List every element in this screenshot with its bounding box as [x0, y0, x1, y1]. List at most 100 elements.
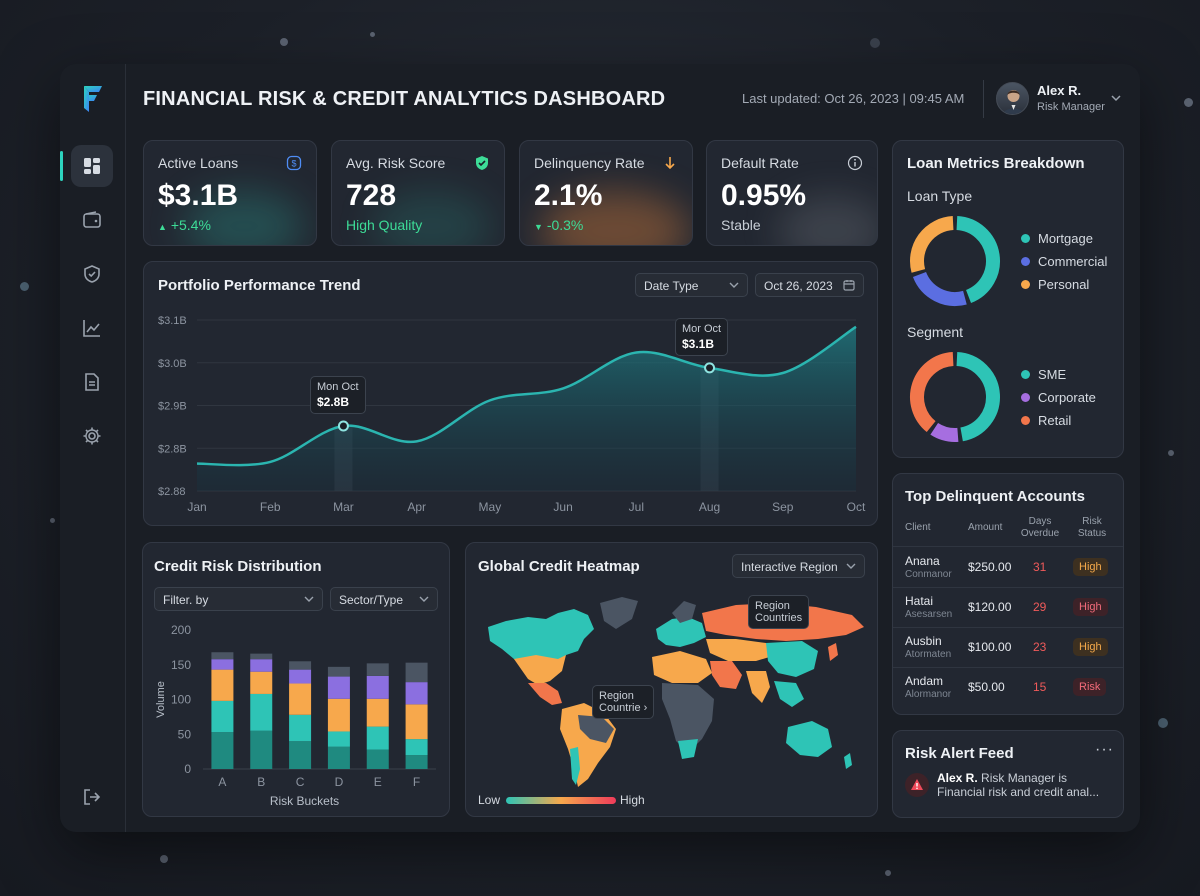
legend-label: Commercial	[1038, 254, 1108, 269]
kpi-card-delinquency[interactable]: Delinquency Rate 2.1% ▼ -0.3%	[519, 140, 693, 246]
warning-icon	[911, 779, 923, 790]
bar-segment	[405, 662, 428, 683]
column-header-amount[interactable]: Amount	[968, 522, 1003, 533]
sidebar-item-reports[interactable]	[71, 361, 113, 403]
chevron-right-icon: ›	[643, 702, 648, 714]
donut-slice	[910, 352, 954, 433]
world-map[interactable]	[466, 543, 878, 817]
sidebar-item-dashboard[interactable]	[60, 145, 113, 187]
legend-label: SME	[1038, 367, 1067, 382]
kpi-card-risk-score[interactable]: Avg. Risk Score 728 High Quality	[331, 140, 505, 246]
heat-high-label: High	[620, 793, 645, 807]
avatar[interactable]	[996, 82, 1029, 115]
map-tooltip: Region Countries	[748, 595, 810, 629]
info-icon[interactable]	[847, 155, 863, 171]
bar-segment	[211, 700, 234, 733]
page-title: FINANCIAL RISK & CREDIT ANALYTICS DASHBO…	[143, 88, 666, 110]
stacked-bar-chart[interactable]: 0 50 100 150 200 A B C D E F Risk Buckets Volume	[143, 543, 450, 817]
x-tick-label: E	[374, 775, 382, 789]
amount-cell: $250.00	[968, 560, 1012, 574]
sidebar-item-security[interactable]	[71, 253, 113, 295]
legend-item-commercial[interactable]: Commercial	[1021, 254, 1107, 269]
map-region-scandinavia	[672, 601, 696, 623]
sector-select[interactable]: Sector/Type	[330, 587, 438, 611]
segment-label: Segment	[907, 324, 964, 340]
legend-item-personal[interactable]: Personal	[1021, 277, 1089, 292]
table-row[interactable]: Andam Alormanor $50.00 15 Risk	[893, 674, 1123, 714]
date-type-select[interactable]: Date Type	[635, 273, 748, 297]
x-tick-label: Oct	[847, 500, 866, 514]
table-row[interactable]: Hatai Asesarsen $120.00 29 High	[893, 594, 1123, 634]
chevron-down-icon[interactable]	[1110, 92, 1122, 104]
map-region-india	[746, 671, 770, 703]
bar-segment	[250, 671, 273, 694]
loan-metrics-card: Loan Metrics Breakdown Loan Type Mortgag…	[892, 140, 1124, 458]
y-tick-label: 50	[178, 727, 192, 741]
legend-item-retail[interactable]: Retail	[1021, 413, 1071, 428]
y-tick-label: $2.8B	[158, 443, 187, 455]
kpi-change-value: -0.3%	[546, 217, 584, 233]
x-tick-label: Jul	[629, 500, 644, 514]
sidebar-item-analytics[interactable]	[71, 307, 113, 349]
legend-item-mortgage[interactable]: Mortgage	[1021, 231, 1093, 246]
legend-item-sme[interactable]: SME	[1021, 367, 1066, 382]
sidebar-item-wallet[interactable]	[71, 199, 113, 241]
x-tick-label: Aug	[699, 500, 720, 514]
client-subname: Conmanor	[905, 569, 952, 580]
segment-donut[interactable]	[905, 347, 1005, 447]
line-chart-icon	[83, 320, 100, 337]
shield-check-icon	[476, 156, 488, 170]
delinquent-accounts-card: Top Delinquent Accounts Client Amount Da…	[892, 473, 1124, 715]
risk-status-badge: Risk	[1073, 678, 1107, 696]
loan-type-donut[interactable]	[905, 211, 1005, 311]
column-header-risk[interactable]: Risk Status	[1073, 516, 1111, 540]
filter-select[interactable]: Filter. by	[154, 587, 323, 611]
x-tick-label: A	[218, 775, 226, 789]
map-region-north-africa	[652, 651, 712, 683]
date-picker[interactable]: Oct 26, 2023	[755, 273, 864, 297]
logout-button[interactable]	[71, 776, 113, 818]
legend-item-corporate[interactable]: Corporate	[1021, 390, 1096, 405]
more-options-icon[interactable]: ···	[1095, 741, 1114, 758]
bar-segment	[211, 652, 234, 660]
amount-cell: $100.00	[968, 640, 1012, 654]
bar-segment	[250, 659, 273, 672]
x-tick-label: May	[479, 500, 502, 514]
y-tick-label: $2.88	[158, 486, 186, 498]
dollar-icon: $	[286, 155, 302, 171]
svg-text:$: $	[291, 159, 296, 169]
kpi-change: ▲ +5.4%	[158, 217, 211, 233]
region-select[interactable]: Interactive Region	[732, 554, 865, 578]
last-updated-text: Last updated: Oct 26, 2023 | 09:45 AM	[742, 91, 965, 106]
alert-message[interactable]: Alex R. Risk Manager is Financial risk a…	[937, 771, 1099, 799]
row-divider	[893, 667, 1123, 668]
bar-segment	[289, 669, 312, 684]
bar-segment	[366, 663, 389, 676]
days-overdue-cell: 15	[1033, 680, 1047, 694]
column-header-client[interactable]: Client	[905, 522, 931, 533]
header-line: Status	[1077, 528, 1107, 539]
table-row[interactable]: Anana Conmanor $250.00 31 High	[893, 554, 1123, 594]
tooltip-line: Countrie	[599, 702, 641, 714]
table-row[interactable]: Ausbin Atormaten $100.00 23 High	[893, 634, 1123, 674]
gear-icon	[83, 427, 101, 445]
sidebar-item-settings[interactable]	[71, 415, 113, 457]
kpi-card-default-rate[interactable]: Default Rate 0.95% Stable	[706, 140, 878, 246]
map-region-middle-east	[710, 661, 742, 689]
dashboard-icon	[84, 158, 100, 174]
brand-logo-icon	[84, 86, 102, 112]
map-tooltip: Region Countrie ›	[592, 685, 655, 719]
kpi-card-active-loans[interactable]: Active Loans $ $3.1B ▲ +5.4%	[143, 140, 317, 246]
column-header-days[interactable]: Days Overdue	[1019, 516, 1061, 540]
y-tick-label: 200	[171, 623, 191, 637]
trend-point	[704, 362, 716, 374]
loan-type-label: Loan Type	[907, 188, 973, 204]
y-tick-label: 150	[171, 658, 191, 672]
section-title: Loan Metrics Breakdown	[907, 155, 1085, 172]
legend-label: Retail	[1038, 413, 1072, 428]
y-tick-label: 0	[184, 762, 191, 776]
x-axis-label: Risk Buckets	[270, 794, 339, 808]
map-region-europe	[656, 617, 706, 647]
legend-label: Corporate	[1038, 390, 1096, 405]
